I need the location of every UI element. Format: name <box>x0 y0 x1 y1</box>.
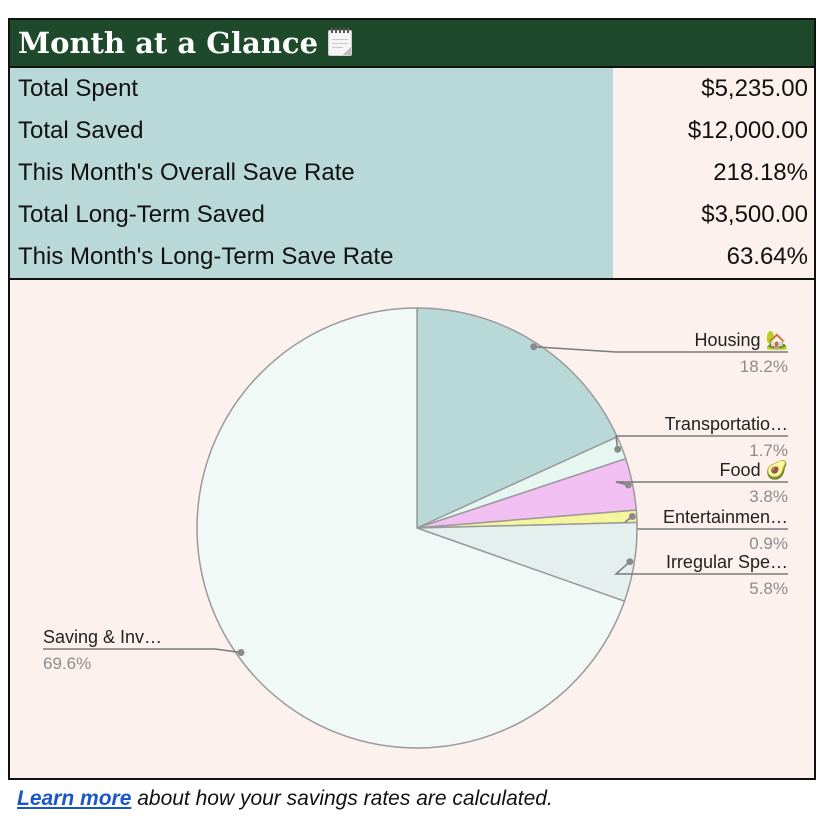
pie-slice[interactable] <box>416 307 619 530</box>
leader-line <box>533 345 788 353</box>
slice-percent-label: 69.6% <box>43 654 91 673</box>
footer-text: about how your savings rates are calcula… <box>131 787 553 810</box>
summary-label: Total Long-Term Saved <box>10 194 613 236</box>
summary-row: This Month's Long-Term Save Rate 63.64% <box>10 236 814 278</box>
slice-percent-label: 0.9% <box>749 534 788 553</box>
summary-row: Total Long-Term Saved $3,500.00 <box>10 194 814 236</box>
slice-percent-label: 5.8% <box>749 579 788 598</box>
leader-line <box>615 481 788 486</box>
summary-label: Total Spent <box>10 68 613 110</box>
pie-chart-svg: Housing 🏡 18.2% Transportatio… 1.7%Food 🥑 3.… <box>43 307 788 749</box>
leader-dot <box>237 649 245 656</box>
summary-row: Total Spent $5,235.00 <box>10 68 814 110</box>
summary-label: Total Saved <box>10 110 613 152</box>
panel-header: Month at a Glance <box>10 20 814 68</box>
summary-value: 218.18% <box>613 152 814 194</box>
spiral-notepad-icon <box>328 28 353 56</box>
learn-more-link[interactable]: Learn more <box>17 787 132 810</box>
summary-table: Total Spent $5,235.00 Total Saved $12,00… <box>10 68 814 280</box>
summary-value: 63.64% <box>613 236 814 278</box>
slice-label: Transportatio… <box>665 414 788 434</box>
leader-dot <box>614 445 622 453</box>
slice-label: Housing 🏡 <box>695 330 788 350</box>
footer-note: Learn more about how your savings rates … <box>17 787 553 811</box>
leader-line <box>614 561 788 575</box>
slice-percent-label: 18.2% <box>740 357 788 376</box>
summary-row: This Month's Overall Save Rate 218.18% <box>10 152 814 194</box>
summary-value: $12,000.00 <box>613 110 814 152</box>
summary-value: $3,500.00 <box>613 194 814 236</box>
leader-line <box>615 435 788 450</box>
month-at-a-glance-panel: Month at a Glance Total Spent $5,235.00 … <box>8 18 816 780</box>
slice-percent-label: 1.7% <box>749 441 788 460</box>
summary-label: This Month's Long-Term Save Rate <box>10 236 613 278</box>
summary-row: Total Saved $12,000.00 <box>10 110 814 152</box>
slice-label: Irregular Spe… <box>666 552 788 572</box>
pie-slice[interactable] <box>196 307 626 749</box>
panel-title: Month at a Glance <box>18 26 319 60</box>
leader-dot <box>628 513 636 520</box>
slice-label: Food 🥑 <box>720 458 788 480</box>
leader-dot <box>530 343 538 351</box>
summary-value: $5,235.00 <box>613 68 814 110</box>
slice-label: Entertainmen… <box>663 507 788 527</box>
slice-percent-label: 3.8% <box>749 487 788 506</box>
slice-label: Saving & Inv… <box>43 627 162 647</box>
leader-line <box>43 648 242 654</box>
leader-dot <box>624 481 632 489</box>
spending-pie-chart: Housing 🏡 18.2% Transportatio… 1.7% Food 🥑 3.… <box>10 276 814 778</box>
summary-label: This Month's Overall Save Rate <box>10 152 613 194</box>
leader-dot <box>626 558 634 566</box>
